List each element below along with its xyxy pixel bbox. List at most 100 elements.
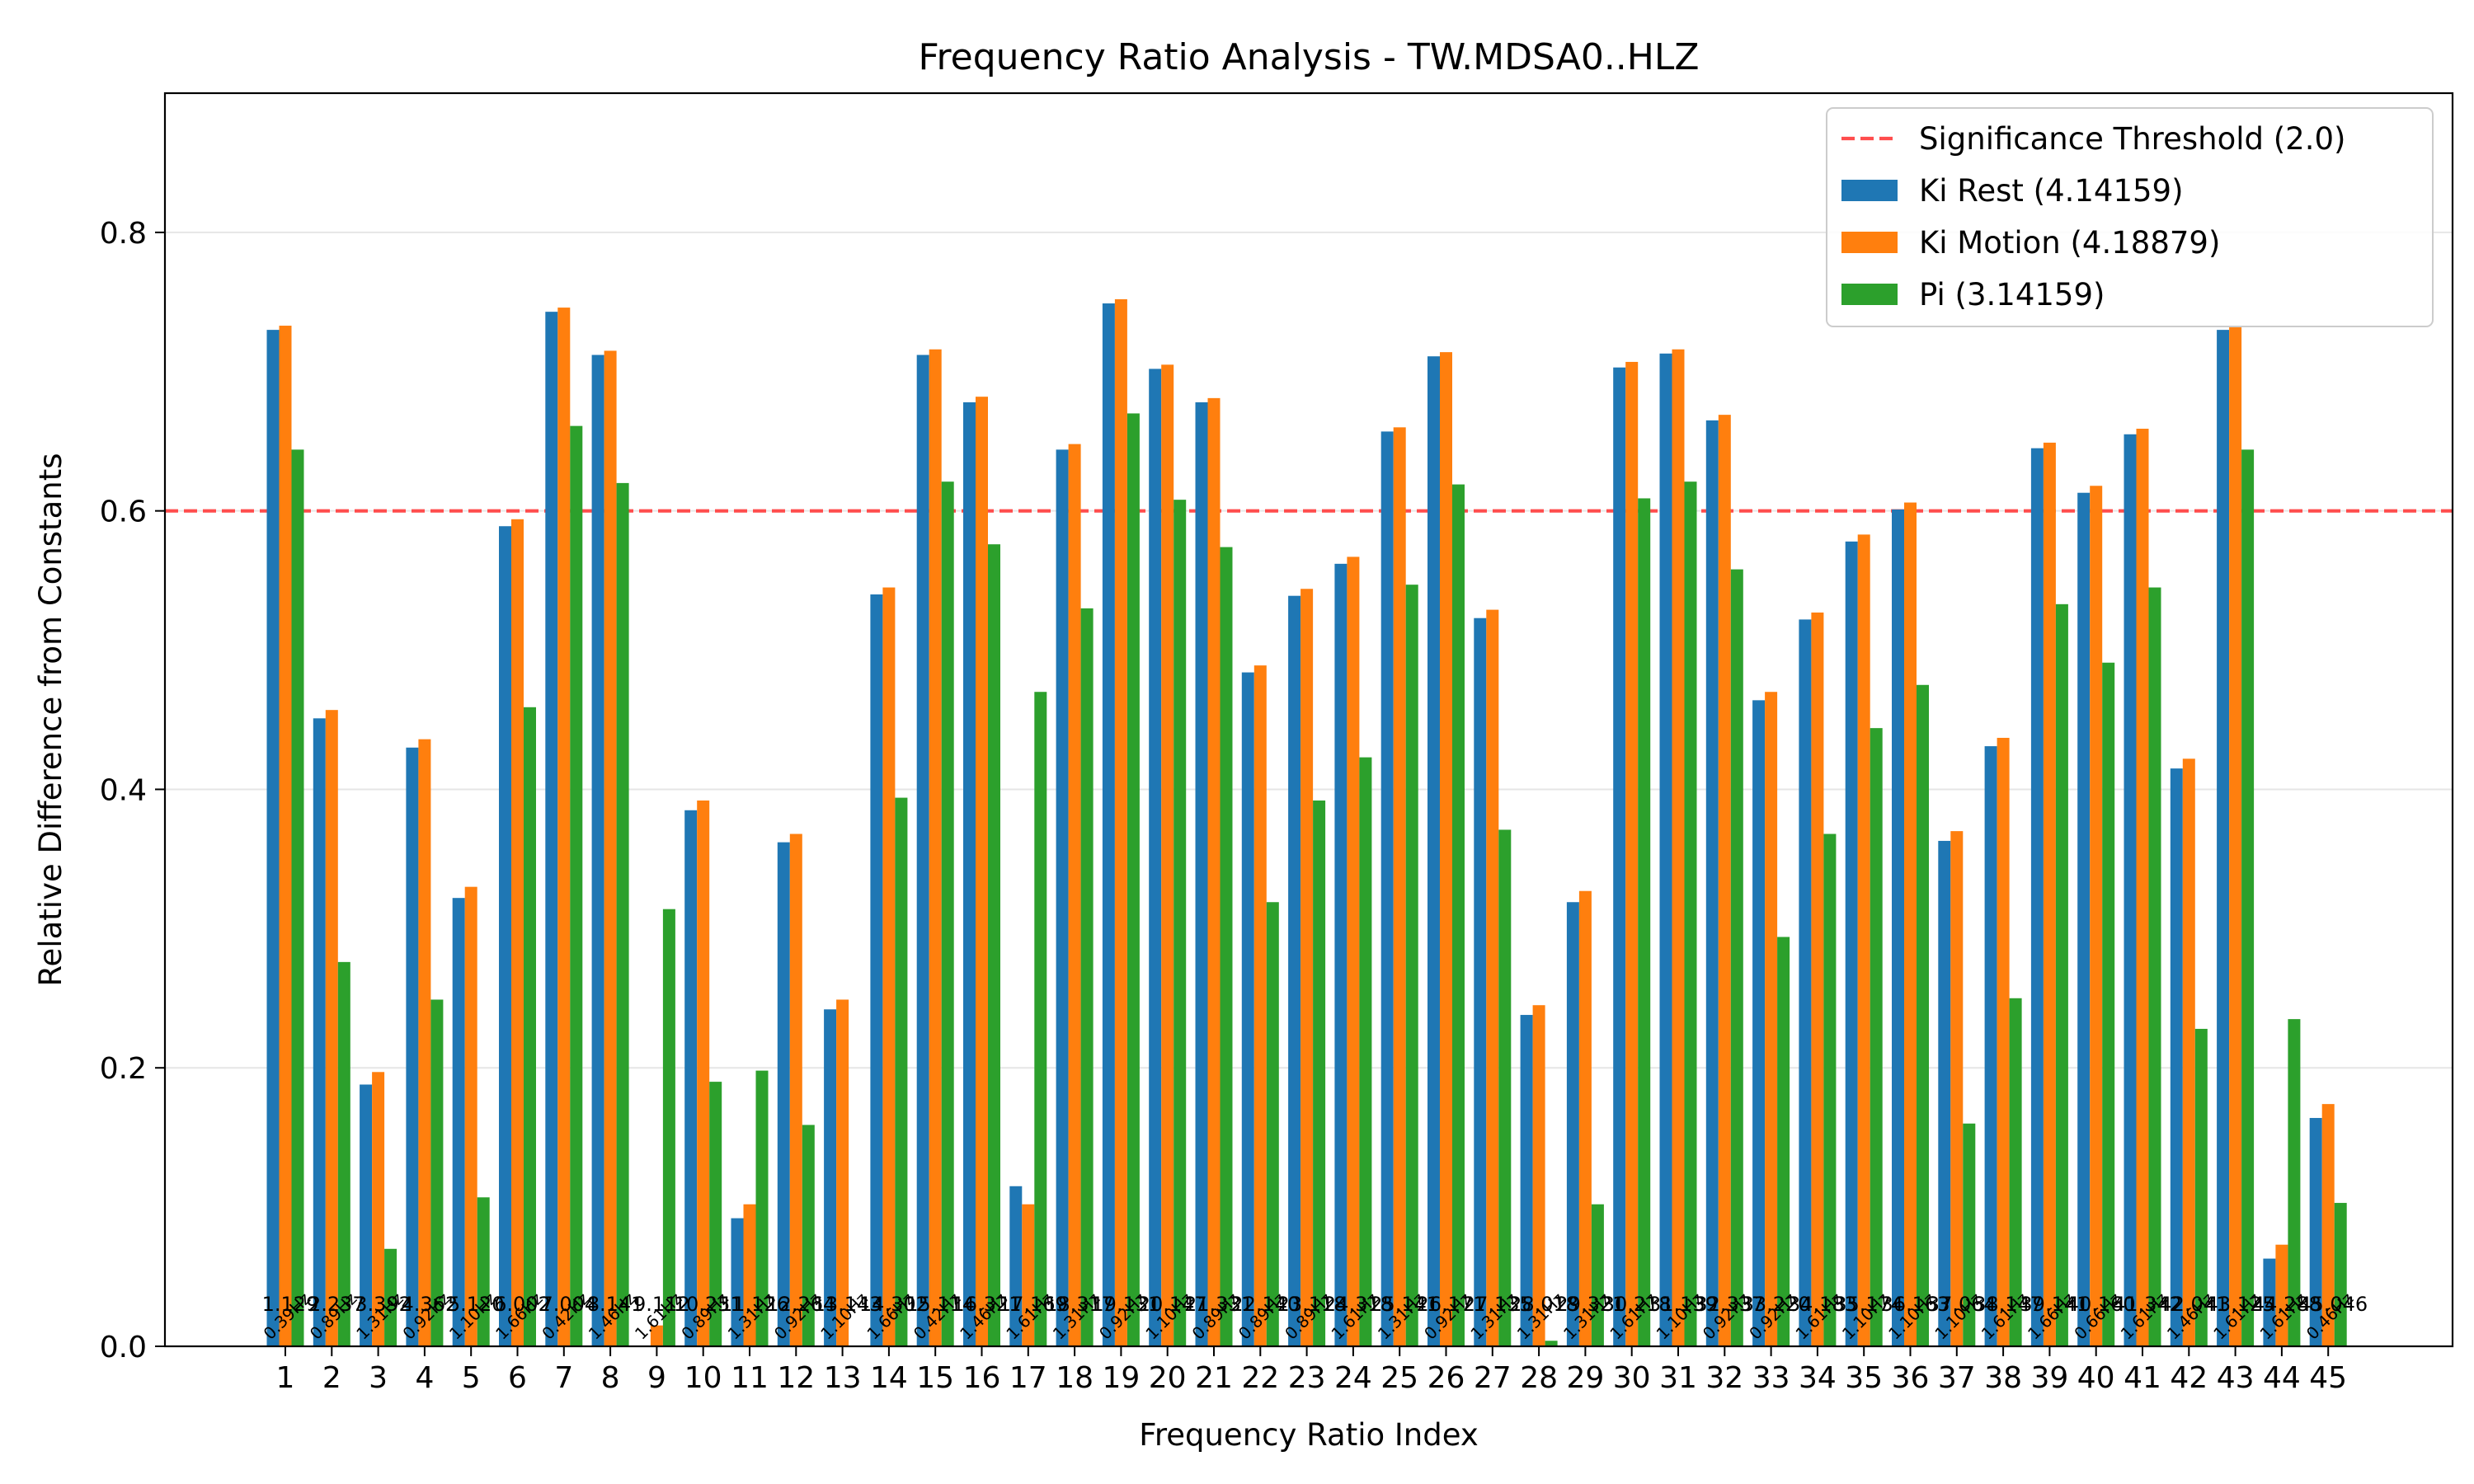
bar-ratio-annotation: 16.321: [952, 1293, 1022, 1316]
legend-series-swatch: [1841, 232, 1898, 253]
bar-ratio-annotation: 2.237: [308, 1293, 365, 1316]
bar-pi: [662, 909, 675, 1346]
bar-pi: [1034, 692, 1047, 1346]
bar-pi: [802, 1125, 815, 1346]
bar-ki-motion: [1068, 444, 1081, 1346]
x-tick-label: 5: [462, 1361, 481, 1395]
bar-ki-rest: [313, 718, 326, 1346]
bar-ki-rest: [545, 312, 558, 1347]
x-tick-label: 29: [1566, 1361, 1604, 1395]
bar-ki-motion: [1950, 831, 1964, 1346]
bar-ki-motion: [418, 739, 431, 1346]
bar-ki-rest: [2077, 492, 2091, 1346]
bar-pi: [1684, 481, 1697, 1347]
bar-ki-rest: [591, 355, 604, 1346]
bar-pi: [2148, 587, 2161, 1346]
bar-ratio-annotation: 5.120: [448, 1293, 505, 1316]
bar-ki-rest: [1659, 353, 1672, 1346]
bar-ki-motion: [1578, 890, 1592, 1346]
bar-ratio-annotation: 12.264: [766, 1293, 835, 1316]
x-tick-label: 28: [1520, 1361, 1558, 1395]
bar-ratio-annotation: 36.163: [1881, 1293, 1950, 1316]
bar-ki-rest: [1984, 746, 1997, 1346]
bar-pi: [2288, 1019, 2301, 1346]
legend: Significance Threshold (2.0) Ki Rest (4.1…: [1826, 107, 2434, 327]
bar-ratio-annotation: 14.302: [859, 1293, 929, 1316]
bar-ratio-annotation: 4.362: [402, 1293, 459, 1316]
x-tick-label: 2: [322, 1361, 341, 1395]
bar-pi: [2102, 662, 2115, 1346]
bar-pi: [1545, 1341, 1558, 1346]
bar-ratio-annotation: 6.002: [494, 1293, 551, 1316]
bar-ki-rest: [1845, 541, 1858, 1346]
bar-ki-rest: [963, 402, 976, 1346]
bar-ratio-annotation: 25.141: [1370, 1293, 1439, 1316]
bar-pi: [1359, 757, 1372, 1346]
bar-ki-rest: [2170, 768, 2183, 1346]
bar-pi: [1917, 684, 1929, 1346]
bar-ratio-annotation: 13.143: [813, 1293, 882, 1316]
bar-ki-rest: [1056, 449, 1069, 1347]
y-tick-label: 0.8: [100, 217, 147, 251]
x-tick-label: 38: [1984, 1361, 2022, 1395]
bar-ki-motion: [1486, 609, 1499, 1346]
bar-ratio-annotation: 22.140: [1230, 1293, 1300, 1316]
bar-pi: [524, 707, 536, 1346]
bar-pi: [616, 482, 629, 1346]
x-tick-label: 37: [1938, 1361, 1976, 1395]
x-tick-label: 31: [1659, 1361, 1697, 1395]
chart-title: Frequency Ratio Analysis - TW.MDSA0..HLZ: [918, 36, 1699, 78]
bar-pi: [1126, 413, 1140, 1346]
legend-series-swatch: [1841, 284, 1898, 305]
x-tick-label: 39: [2030, 1361, 2068, 1395]
y-tick-label: 0.4: [100, 773, 147, 807]
x-tick-label: 30: [1613, 1361, 1651, 1395]
bar-pi: [291, 449, 304, 1347]
bar-ratio-annotation: 42.041: [2159, 1293, 2228, 1316]
bar-ki-motion: [1393, 427, 1406, 1347]
bar-ki-rest: [1427, 356, 1440, 1347]
bar-ratio-annotation: 8.141: [587, 1293, 644, 1316]
x-tick-label: 35: [1845, 1361, 1883, 1395]
bar-pi: [941, 481, 954, 1347]
bar-ratio-annotation: 38.147: [1973, 1293, 2043, 1316]
bar-ratio-annotation: 35.174: [1834, 1293, 1903, 1316]
bar-ratio-annotation: 24.318: [1324, 1293, 1393, 1316]
bar-ki-motion: [929, 349, 942, 1346]
y-axis: 0.0 0.2 0.4 0.6 0.8: [100, 217, 165, 1364]
bar-pi: [1777, 937, 1790, 1346]
bar-ratio-annotation: 28.018: [1509, 1293, 1578, 1316]
bar-ki-motion: [1300, 589, 1314, 1346]
bar-ki-rest: [2217, 330, 2230, 1347]
bar-ki-motion: [1765, 692, 1778, 1346]
bar-ki-motion: [511, 519, 524, 1346]
bar-ratio-annotation: 27.135: [1463, 1293, 1532, 1316]
bar-pi: [1638, 498, 1651, 1346]
x-axis-label: Frequency Ratio Index: [1139, 1417, 1479, 1453]
bar-pi: [1080, 608, 1094, 1346]
legend-threshold-label: Significance Threshold (2.0): [1919, 121, 2345, 157]
x-tick-label: 9: [647, 1361, 666, 1395]
bar-ratio-annotation: 3.392: [355, 1293, 412, 1316]
y-tick-label: 0.0: [100, 1331, 147, 1364]
bar-ki-rest: [1334, 563, 1348, 1346]
x-tick-label: 18: [1056, 1361, 1094, 1395]
bar-ki-motion: [789, 834, 802, 1346]
legend-box: [1826, 107, 2434, 327]
x-tick-label: 34: [1799, 1361, 1837, 1395]
x-tick-label: 21: [1195, 1361, 1233, 1395]
bar-ki-motion: [836, 999, 849, 1346]
x-tick-label: 11: [731, 1361, 769, 1395]
bar-pi: [2241, 449, 2255, 1347]
bar-ratio-annotation: 39.141: [2020, 1293, 2089, 1316]
bar-ki-motion: [1904, 502, 1917, 1346]
bar-pi: [1220, 547, 1233, 1346]
bar-ki-motion: [976, 397, 988, 1347]
x-tick-label: 15: [916, 1361, 954, 1395]
bar-ki-motion: [2275, 1244, 2288, 1346]
bar-pi: [1266, 902, 1279, 1346]
bar-ki-motion: [2321, 1104, 2335, 1346]
bar-ki-motion: [1022, 1204, 1035, 1346]
bar-ki-motion: [1440, 352, 1452, 1347]
